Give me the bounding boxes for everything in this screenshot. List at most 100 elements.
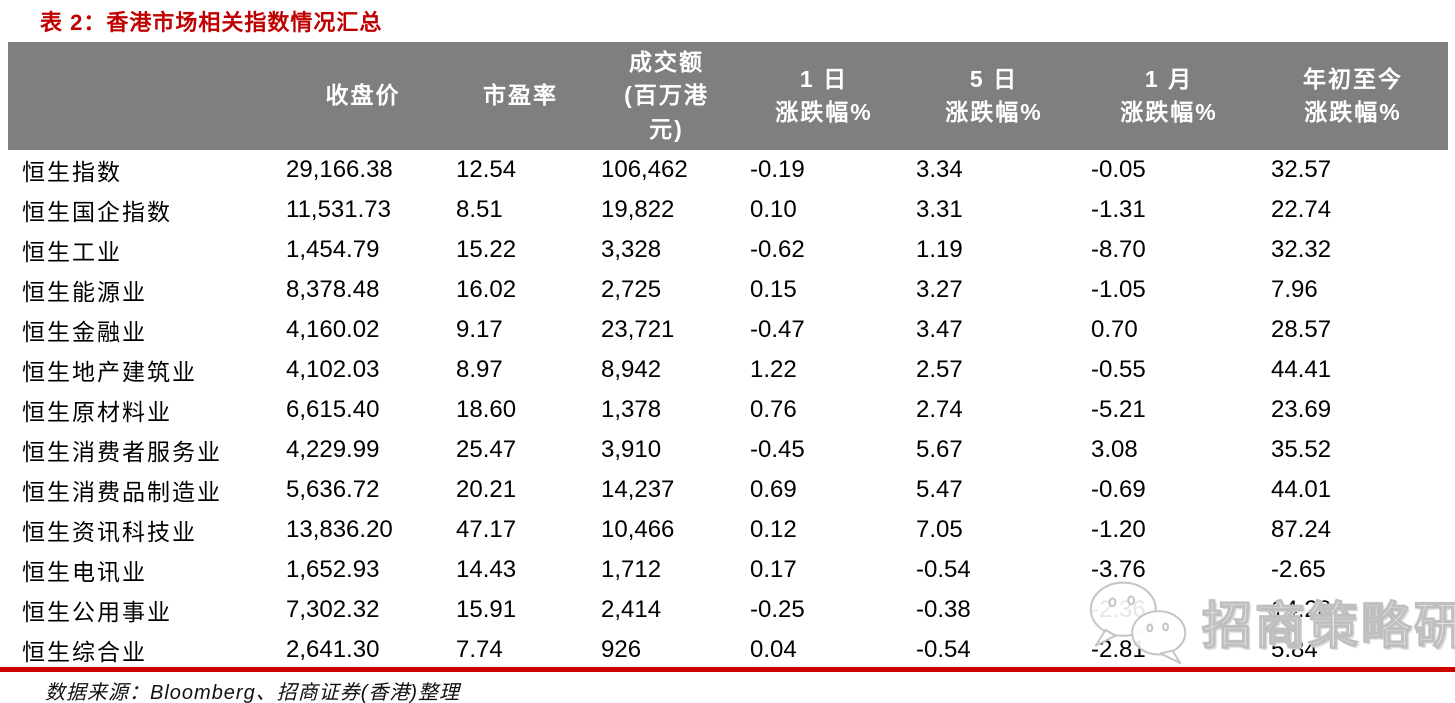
1d-change-cell: -0.47 <box>750 316 805 343</box>
turnover-cell: 19,822 <box>601 196 675 223</box>
header-turnover: 成交额 (百万港 元) <box>593 42 740 150</box>
close-price-cell: 5,636.72 <box>286 476 380 503</box>
1m-change-cell: -3.76 <box>1091 556 1146 583</box>
ytd-change-cell: 23.69 <box>1271 396 1332 423</box>
index-name-cell: 恒生工业 <box>22 239 122 265</box>
header-row: 收盘价 市盈率 成交额 (百万港 元) 1 日 涨跌幅% 5 日 涨跌幅% 1 … <box>8 42 1448 150</box>
header-ytd-change: 年初至今 涨跌幅% <box>1258 42 1448 150</box>
close-price-cell: 4,160.02 <box>286 316 380 343</box>
table-row: 恒生电讯业 1,652.93 14.43 1,712 0.17 -0.54 -3… <box>8 550 1448 590</box>
1m-change-cell: -0.55 <box>1091 356 1146 383</box>
pe-ratio-cell: 25.47 <box>456 436 517 463</box>
close-price-cell: 2,641.30 <box>286 636 380 663</box>
close-price-cell: 4,102.03 <box>286 356 380 383</box>
1m-change-cell: -2.36 <box>1091 596 1146 623</box>
5d-change-cell: 5.67 <box>916 436 963 463</box>
pe-ratio-cell: 15.22 <box>456 236 517 263</box>
index-name-cell: 恒生金融业 <box>22 319 147 345</box>
turnover-cell: 23,721 <box>601 316 675 343</box>
hk-index-table: 收盘价 市盈率 成交额 (百万港 元) 1 日 涨跌幅% 5 日 涨跌幅% 1 … <box>8 42 1448 670</box>
table-row: 恒生公用事业 7,302.32 15.91 2,414 -0.25 -0.38 … <box>8 590 1448 630</box>
turnover-cell: 1,378 <box>601 396 662 423</box>
5d-change-cell: 2.74 <box>916 396 963 423</box>
close-price-cell: 1,454.79 <box>286 236 380 263</box>
table-row: 恒生消费品制造业 5,636.72 20.21 14,237 0.69 5.47… <box>8 470 1448 510</box>
5d-change-cell: -0.38 <box>916 596 971 623</box>
1d-change-cell: 0.76 <box>750 396 797 423</box>
index-name-cell: 恒生地产建筑业 <box>22 359 197 385</box>
5d-change-cell: -0.54 <box>916 636 971 663</box>
header-pe-ratio: 市盈率 <box>448 42 593 150</box>
index-name-cell: 恒生综合业 <box>22 639 147 665</box>
table-row: 恒生国企指数 11,531.73 8.51 19,822 0.10 3.31 -… <box>8 190 1448 230</box>
1d-change-cell: 1.22 <box>750 356 797 383</box>
5d-change-cell: -0.54 <box>916 556 971 583</box>
ytd-change-cell: 22.74 <box>1271 196 1332 223</box>
data-source-note: 数据来源：Bloomberg、招商证券(香港)整理 <box>45 682 461 703</box>
1m-change-cell: 3.08 <box>1091 436 1138 463</box>
close-price-cell: 13,836.20 <box>286 516 393 543</box>
close-price-cell: 4,229.99 <box>286 436 380 463</box>
table-row: 恒生工业 1,454.79 15.22 3,328 -0.62 1.19 -8.… <box>8 230 1448 270</box>
pe-ratio-cell: 8.51 <box>456 196 503 223</box>
1m-change-cell: 0.70 <box>1091 316 1138 343</box>
header-1m-change: 1 月 涨跌幅% <box>1080 42 1258 150</box>
turnover-cell: 926 <box>601 636 642 663</box>
1d-change-cell: 0.12 <box>750 516 797 543</box>
table-header: 收盘价 市盈率 成交额 (百万港 元) 1 日 涨跌幅% 5 日 涨跌幅% 1 … <box>8 42 1448 150</box>
1d-change-cell: -0.19 <box>750 156 805 183</box>
1m-change-cell: -0.05 <box>1091 156 1146 183</box>
1m-change-cell: -2.81 <box>1091 636 1146 663</box>
turnover-cell: 10,466 <box>601 516 675 543</box>
ytd-change-cell: 7.96 <box>1271 276 1318 303</box>
index-name-cell: 恒生资讯科技业 <box>22 519 197 545</box>
pe-ratio-cell: 18.60 <box>456 396 517 423</box>
1d-change-cell: 0.04 <box>750 636 797 663</box>
close-price-cell: 8,378.48 <box>286 276 380 303</box>
turnover-cell: 2,414 <box>601 596 662 623</box>
close-price-cell: 7,302.32 <box>286 596 380 623</box>
1d-change-cell: -0.62 <box>750 236 805 263</box>
5d-change-cell: 1.19 <box>916 236 963 263</box>
table-title: 表 2：香港市场相关指数情况汇总 <box>40 10 383 35</box>
index-name-cell: 恒生电讯业 <box>22 559 147 585</box>
5d-change-cell: 3.47 <box>916 316 963 343</box>
table-row: 恒生能源业 8,378.48 16.02 2,725 0.15 3.27 -1.… <box>8 270 1448 310</box>
turnover-cell: 3,910 <box>601 436 662 463</box>
ytd-change-cell: -2.65 <box>1271 556 1326 583</box>
1d-change-cell: 0.17 <box>750 556 797 583</box>
index-name-cell: 恒生原材料业 <box>22 399 172 425</box>
ytd-change-cell: 28.57 <box>1271 316 1332 343</box>
1m-change-cell: -5.21 <box>1091 396 1146 423</box>
table-body: 恒生指数 29,166.38 12.54 106,462 -0.19 3.34 … <box>8 150 1448 670</box>
1m-change-cell: -1.05 <box>1091 276 1146 303</box>
pe-ratio-cell: 7.74 <box>456 636 503 663</box>
5d-change-cell: 7.05 <box>916 516 963 543</box>
5d-change-cell: 3.34 <box>916 156 963 183</box>
ytd-change-cell: 35.52 <box>1271 436 1332 463</box>
ytd-change-cell: 5.84 <box>1271 636 1318 663</box>
table-row: 恒生原材料业 6,615.40 18.60 1,378 0.76 2.74 -5… <box>8 390 1448 430</box>
close-price-cell: 1,652.93 <box>286 556 380 583</box>
table-row: 恒生地产建筑业 4,102.03 8.97 8,942 1.22 2.57 -0… <box>8 350 1448 390</box>
close-price-cell: 6,615.40 <box>286 396 380 423</box>
pe-ratio-cell: 9.17 <box>456 316 503 343</box>
1m-change-cell: -0.69 <box>1091 476 1146 503</box>
turnover-cell: 2,725 <box>601 276 662 303</box>
header-1d-change: 1 日 涨跌幅% <box>740 42 908 150</box>
close-price-cell: 11,531.73 <box>286 196 391 223</box>
1d-change-cell: -0.25 <box>750 596 805 623</box>
header-index-name <box>8 42 278 150</box>
table-row: 恒生金融业 4,160.02 9.17 23,721 -0.47 3.47 0.… <box>8 310 1448 350</box>
pe-ratio-cell: 14.43 <box>456 556 517 583</box>
1d-change-cell: -0.45 <box>750 436 805 463</box>
table-row: 恒生消费者服务业 4,229.99 25.47 3,910 -0.45 5.67… <box>8 430 1448 470</box>
1m-change-cell: -1.31 <box>1091 196 1146 223</box>
pe-ratio-cell: 20.21 <box>456 476 517 503</box>
ytd-change-cell: 32.57 <box>1271 156 1332 183</box>
index-name-cell: 恒生公用事业 <box>22 599 172 625</box>
ytd-change-cell: 14.28 <box>1271 596 1332 623</box>
table-row: 恒生资讯科技业 13,836.20 47.17 10,466 0.12 7.05… <box>8 510 1448 550</box>
index-name-cell: 恒生指数 <box>22 159 122 185</box>
